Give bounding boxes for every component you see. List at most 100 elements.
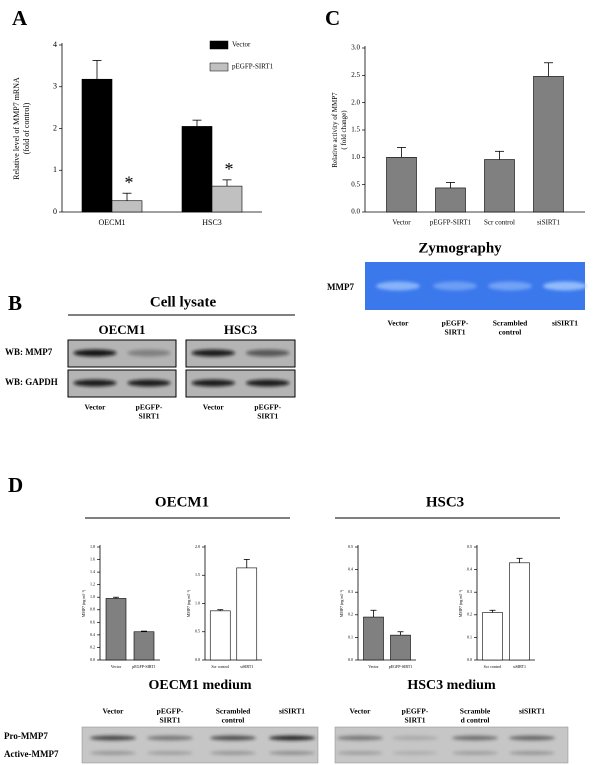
lane-label: d control [461, 716, 490, 725]
band [147, 735, 193, 741]
band [509, 735, 555, 741]
y-tick-label: 0.4 [467, 567, 472, 572]
x-tick-label: pEGFP-SIRT1 [389, 664, 413, 669]
y-tick-label: 0.3 [348, 589, 353, 594]
group-title: OECM1 [99, 322, 146, 337]
y-tick-label: 1.5 [351, 126, 360, 134]
x-tick-label: HSC3 [202, 218, 222, 227]
y-tick-label: 0.5 [195, 629, 200, 634]
x-tick-label: siSIRT1 [537, 219, 560, 227]
y-tick-label: 1 [53, 165, 57, 174]
section-title: Cell lysate [150, 294, 217, 310]
y-tick-label: 1.0 [351, 153, 360, 161]
y-tick-label: 0.4 [90, 632, 95, 637]
y-tick-label: 0.1 [467, 634, 472, 639]
row-label: Active-MMP7 [4, 749, 59, 759]
band [147, 751, 193, 755]
band [433, 281, 477, 291]
y-tick-label: 2.0 [195, 544, 200, 549]
bar [390, 634, 411, 661]
y-axis-label: Relative level of MMP7 mRNA [12, 77, 21, 180]
y-tick-label: 4 [53, 40, 57, 49]
bar [181, 126, 213, 213]
y-axis-label: MMP7 (ng ml⁻¹) [81, 589, 86, 617]
band [245, 379, 290, 387]
lane-label: SIRT1 [139, 412, 160, 421]
band [269, 735, 315, 741]
y-tick-label: 0.0 [90, 657, 95, 662]
x-tick-label: pEGFP-SIRT1 [430, 219, 472, 227]
lane-label: pEGFP- [157, 707, 184, 716]
band [191, 349, 236, 357]
bar [105, 598, 127, 661]
y-tick-label: 2.5 [351, 71, 360, 79]
x-tick-label: Scr control [484, 219, 515, 227]
y-axis-label: Relative activity of MMP7 [331, 92, 339, 168]
bar [111, 200, 143, 213]
x-tick-label: Scr control [211, 664, 230, 669]
row-label: WB: GAPDH [5, 377, 58, 387]
lane-label: pEGFP- [254, 403, 281, 412]
bar [236, 567, 258, 661]
row-label: MMP7 [327, 282, 354, 292]
y-tick-label: 0.2 [348, 612, 353, 617]
section-title: Zymography [418, 240, 502, 256]
y-tick-label: 3.0 [351, 44, 360, 52]
y-tick-label: 3 [53, 82, 57, 91]
panel-label: D [8, 473, 23, 497]
group-title: OECM1 medium [148, 678, 251, 693]
band [452, 735, 498, 741]
y-axis-label: MMP7 (ng ml⁻¹) [186, 589, 191, 617]
band [337, 751, 383, 755]
bar [509, 562, 530, 661]
y-axis-label: (fold of control) [22, 102, 31, 154]
y-tick-label: 0.5 [467, 544, 472, 549]
legend-label: Vector [232, 41, 251, 49]
y-tick-label: 0.0 [351, 208, 360, 216]
bar [81, 78, 113, 213]
band [73, 349, 117, 357]
group-title: OECM1 [155, 494, 209, 510]
row-label: WB: MMP7 [5, 347, 53, 357]
band [127, 349, 171, 357]
band [73, 379, 117, 387]
y-axis-label: ( fold change) [340, 110, 348, 150]
lane-label: siSIRT1 [519, 707, 545, 716]
x-tick-label: siSIRT1 [513, 664, 526, 669]
lane-label: pEGFP- [136, 403, 163, 412]
y-tick-label: 0.3 [467, 589, 472, 594]
lane-label: Vector [350, 707, 372, 716]
y-tick-label: 0.1 [348, 634, 353, 639]
band [509, 751, 555, 755]
panel-label: A [12, 6, 28, 30]
group-title: HSC3 [224, 322, 258, 337]
x-tick-label: Vector [368, 664, 379, 669]
y-tick-label: 0.6 [90, 619, 95, 624]
y-tick-label: 0.4 [348, 567, 353, 572]
lane-label: Scrambled [216, 707, 251, 716]
bar [363, 616, 384, 661]
lane-label: SIRT1 [405, 716, 426, 725]
lane-label: siSIRT1 [552, 319, 578, 328]
band [90, 735, 136, 741]
y-tick-label: 0.0 [467, 657, 472, 662]
y-tick-label: 1.5 [195, 572, 200, 577]
gel [334, 726, 569, 764]
band [452, 751, 498, 755]
y-tick-label: 1.0 [195, 600, 200, 605]
legend-swatch [209, 62, 229, 72]
lane-label: Vector [203, 403, 225, 412]
bar [211, 185, 243, 213]
group-title: HSC3 [426, 494, 464, 510]
band [210, 751, 256, 755]
band [245, 349, 290, 357]
x-tick-label: Vector [392, 219, 411, 227]
lane-label: SIRT1 [257, 412, 278, 421]
band [127, 379, 171, 387]
lane-label: SIRT1 [445, 328, 466, 337]
y-axis-label: MMP7 (ng ml⁻¹) [458, 589, 463, 617]
lane-label: control [222, 716, 245, 725]
panel-label: C [325, 6, 340, 30]
